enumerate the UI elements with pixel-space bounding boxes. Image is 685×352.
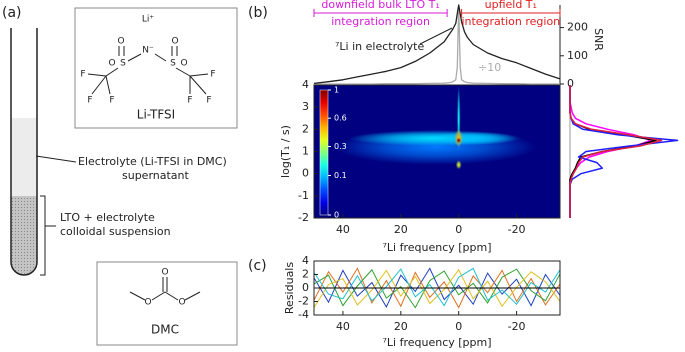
y-tick-label: 0 bbox=[302, 167, 309, 180]
annotation: ⁷Li in electrolyte bbox=[335, 40, 424, 53]
region-label: upfield T₁ bbox=[485, 0, 537, 11]
atom: O bbox=[180, 59, 187, 69]
heatmap-peak bbox=[455, 160, 462, 170]
y-tick-label: 0 bbox=[302, 281, 309, 294]
region-bracket bbox=[313, 9, 448, 17]
y-tick-label: 4 bbox=[302, 78, 309, 91]
atom: S bbox=[170, 59, 176, 69]
annotation: colloidal suspension bbox=[60, 225, 171, 238]
x-axis-label: ⁷Li frequency [ppm] bbox=[382, 241, 491, 254]
y-tick-label: 0 bbox=[567, 77, 574, 90]
profile-line bbox=[569, 85, 652, 218]
y-tick-label: 100 bbox=[567, 49, 588, 62]
y-axis-label: Residuals bbox=[283, 262, 296, 314]
profile-line bbox=[569, 85, 679, 218]
colorbar-tick-label: 0.3 bbox=[334, 142, 347, 151]
annotation-arrow bbox=[419, 27, 453, 45]
annotation: ÷10 bbox=[478, 61, 501, 74]
y-tick-label: -2 bbox=[298, 295, 309, 308]
atom: F bbox=[210, 70, 215, 80]
region-label: downfield bulk LTO T₁ bbox=[321, 0, 439, 11]
x-tick-label: 0 bbox=[455, 223, 462, 236]
atom: Li⁺ bbox=[142, 15, 155, 25]
y-tick-label: 3 bbox=[302, 100, 309, 113]
heatmap-peak bbox=[429, 131, 517, 145]
atom: F bbox=[87, 96, 92, 106]
profile-line bbox=[569, 85, 663, 218]
litfsi-box: Li⁺ N⁻ S S O O O O F F F F F F Li-TFSI bbox=[74, 7, 238, 129]
residual-line bbox=[313, 267, 561, 308]
atom: O bbox=[161, 268, 168, 278]
panel-label: (a) bbox=[2, 5, 22, 21]
panel-label: (b) bbox=[248, 5, 268, 21]
y-tick-label: -2 bbox=[298, 211, 309, 224]
y-tick-label: 4 bbox=[302, 254, 309, 267]
x-tick-label: 0 bbox=[455, 320, 462, 333]
panel-label: (c) bbox=[248, 258, 267, 274]
colorbar bbox=[319, 89, 329, 216]
colorbar-tick-label: 0.1 bbox=[334, 171, 347, 180]
y-tick-label: 1 bbox=[302, 145, 309, 158]
y-tick-label: 200 bbox=[567, 21, 588, 34]
region-bracket bbox=[461, 9, 561, 17]
atom: F bbox=[109, 96, 114, 106]
residual-line bbox=[313, 267, 561, 309]
spectrum-line bbox=[314, 4, 560, 85]
atom: O bbox=[117, 37, 124, 47]
x-tick-label: -20 bbox=[508, 320, 526, 333]
atom: F bbox=[206, 96, 211, 106]
residual-line bbox=[313, 267, 561, 307]
x-axis-label: ⁷Li frequency [ppm] bbox=[382, 336, 491, 349]
atom: O bbox=[144, 298, 151, 308]
y-axis-label: SNR bbox=[592, 28, 605, 51]
profile-line bbox=[569, 85, 657, 218]
atom: N⁻ bbox=[142, 46, 154, 56]
residual-line bbox=[313, 268, 561, 308]
molecule-name: DMC bbox=[151, 323, 179, 337]
x-tick-label: 20 bbox=[394, 223, 408, 236]
molecule-name: Li-TFSI bbox=[137, 108, 175, 122]
x-tick-label: -20 bbox=[508, 223, 526, 236]
y-tick-label: -1 bbox=[298, 189, 309, 202]
x-tick-label: 20 bbox=[394, 320, 408, 333]
heatmap-peak bbox=[456, 137, 462, 144]
x-tick-label: 40 bbox=[336, 320, 350, 333]
dmc-box: O O O DMC bbox=[96, 261, 238, 346]
atom: S bbox=[120, 59, 126, 69]
x-tick-label: 40 bbox=[336, 223, 350, 236]
annotation: LTO + electrolyte bbox=[60, 211, 155, 224]
annotation: Electrolyte (Li-TFSI in DMC) bbox=[78, 155, 227, 168]
y-tick-label: 2 bbox=[302, 268, 309, 281]
atom: F bbox=[187, 96, 192, 106]
heatmap bbox=[334, 85, 537, 170]
atom: O bbox=[171, 37, 178, 47]
y-tick-label: 2 bbox=[302, 122, 309, 135]
colorbar-tick-label: 0 bbox=[334, 211, 339, 220]
region-label: integration region bbox=[461, 15, 560, 28]
colorbar-tick-label: 0.6 bbox=[334, 114, 347, 123]
spectrum-line bbox=[313, 4, 561, 85]
atom: O bbox=[108, 59, 115, 69]
atom: O bbox=[178, 298, 185, 308]
colorbar-tick-label: 1 bbox=[334, 86, 339, 95]
atom: F bbox=[80, 70, 85, 80]
annotation: supernatant bbox=[122, 169, 190, 182]
y-tick-label: -4 bbox=[298, 308, 309, 321]
test-tube bbox=[10, 28, 77, 276]
residual-line bbox=[313, 268, 561, 309]
y-axis-label: log(T₁ / s) bbox=[279, 125, 292, 178]
region-label: integration region bbox=[331, 15, 430, 28]
